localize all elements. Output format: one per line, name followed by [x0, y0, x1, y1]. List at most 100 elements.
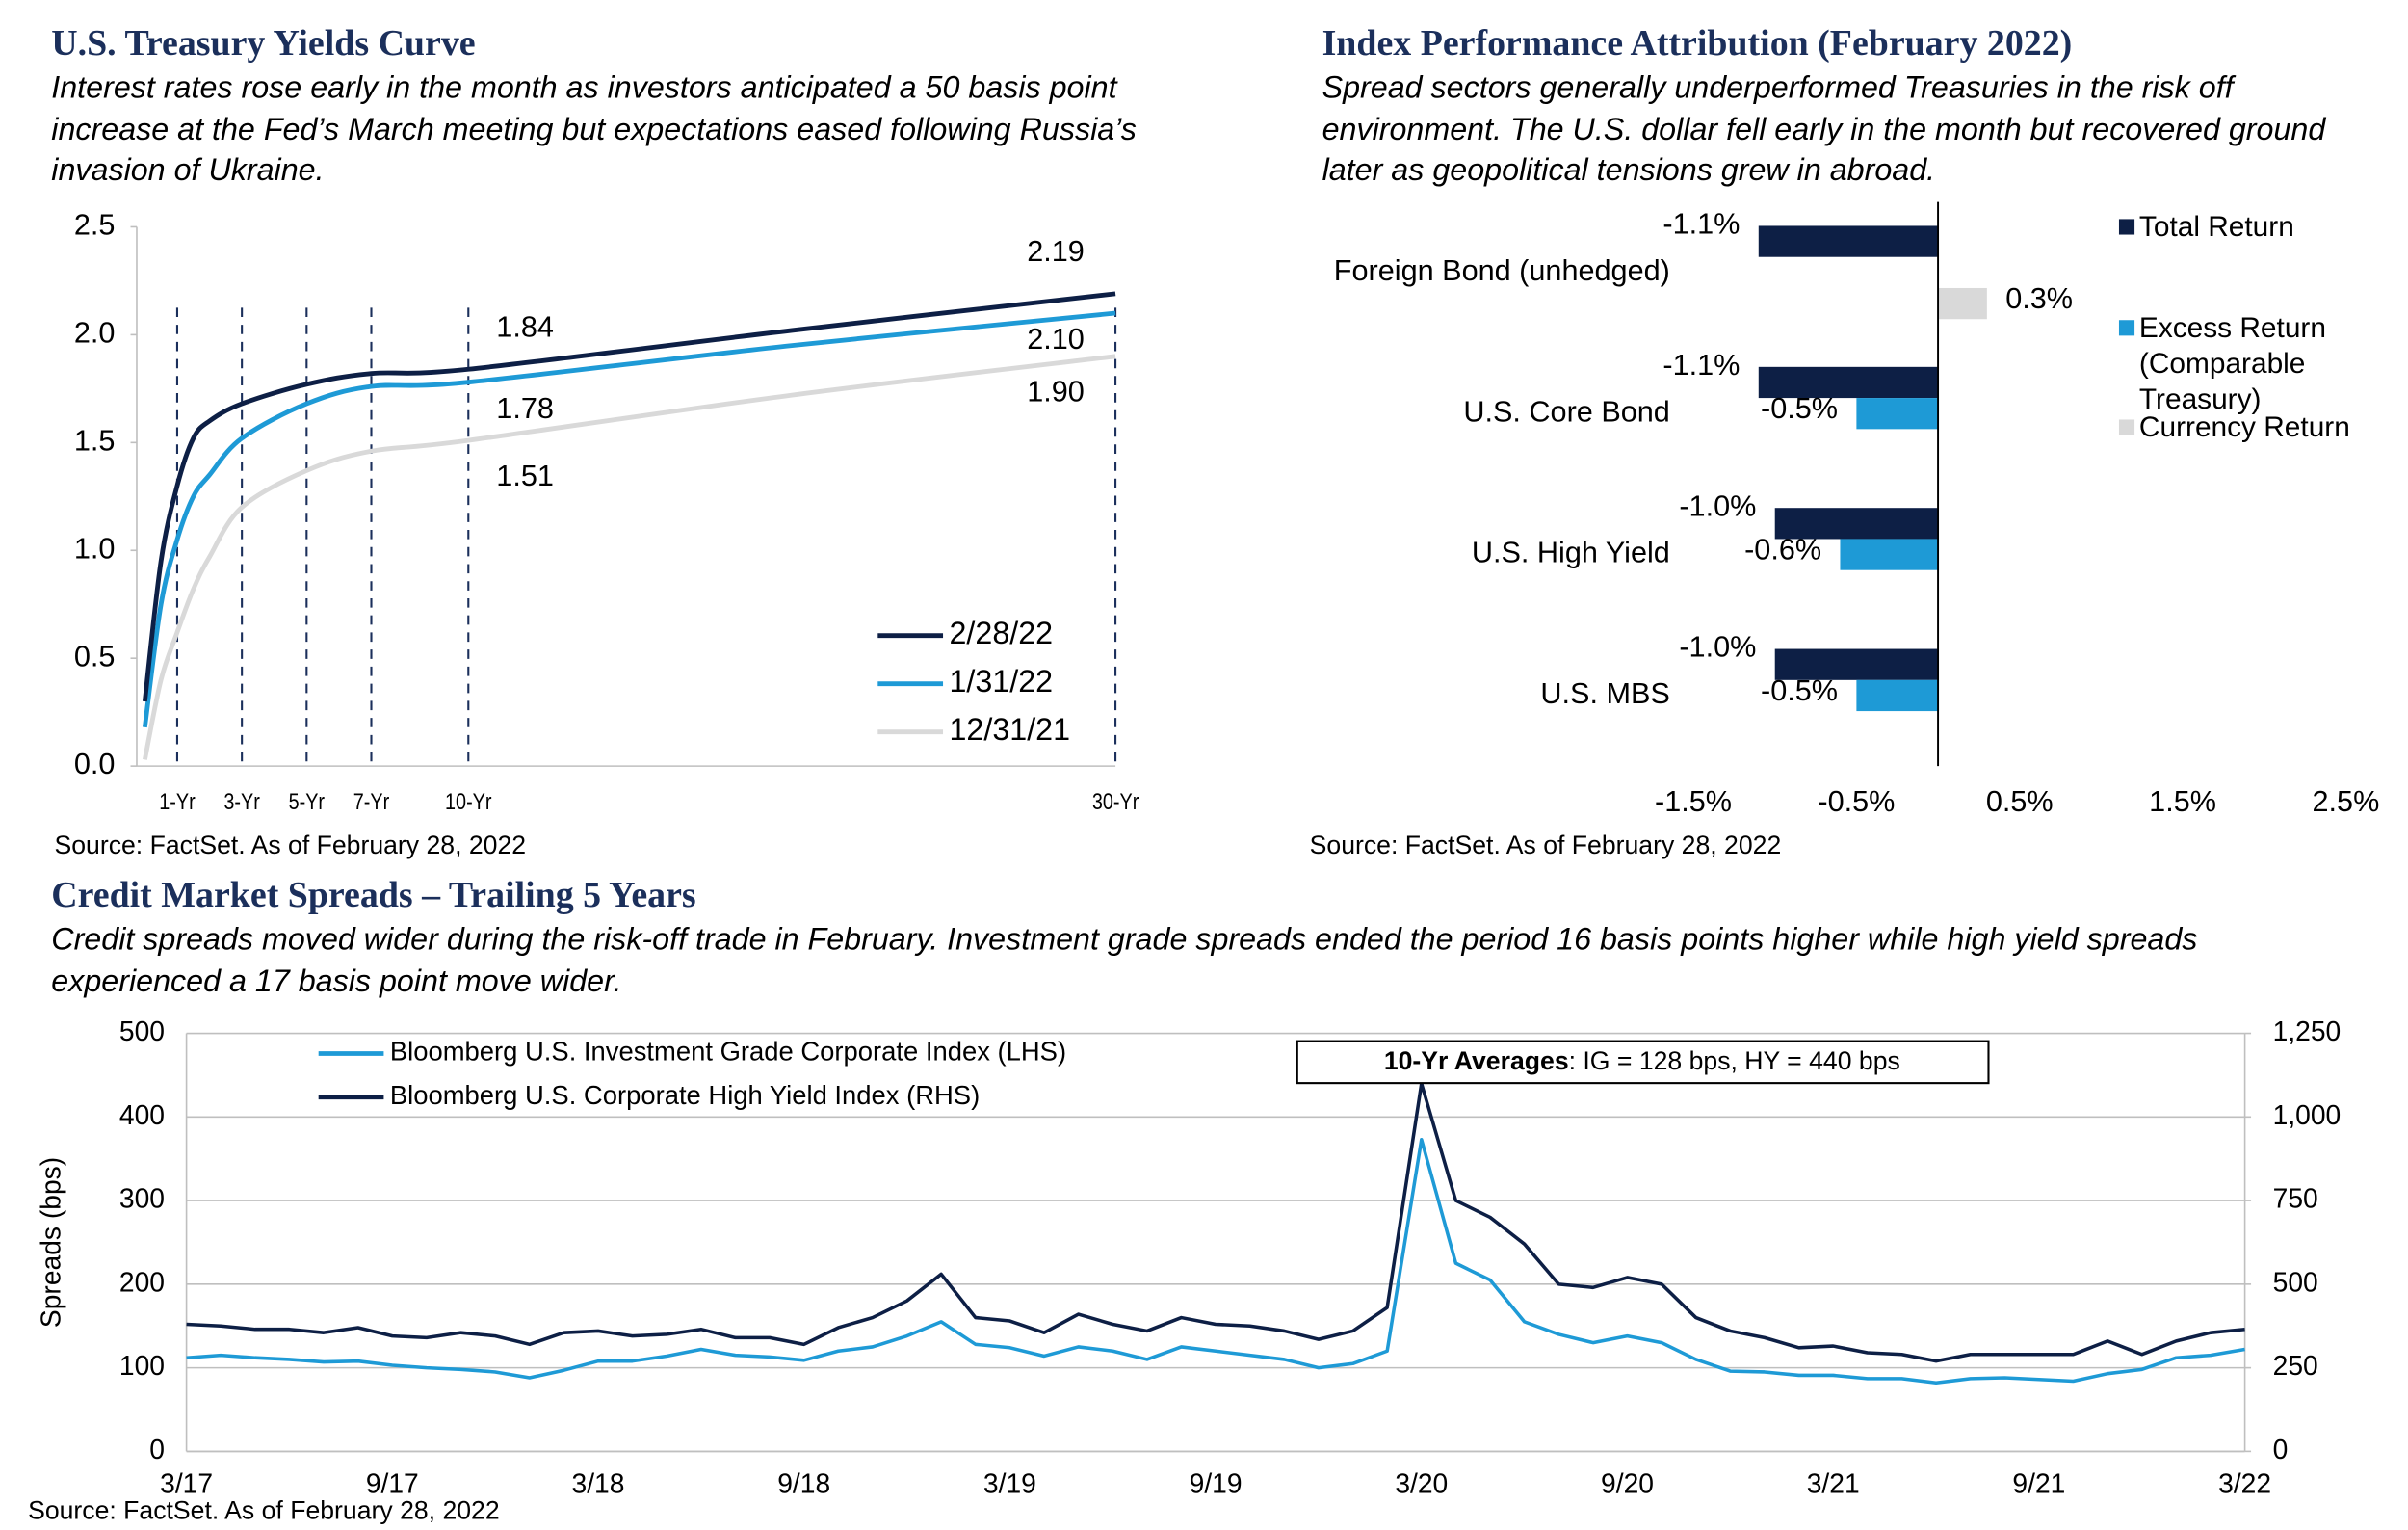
legend-swatch	[2118, 219, 2135, 235]
bar	[1774, 648, 1939, 680]
source: Source: FactSet. As of February 28, 2022	[28, 1495, 500, 1524]
y-tick-label: 500	[119, 1016, 165, 1046]
subtitle-box: Interest rates rose early in the month a…	[51, 71, 1137, 189]
y-tick-label: 0.0	[74, 748, 116, 780]
data-label: 2.19	[1027, 235, 1085, 268]
y-tick-label: 100	[119, 1350, 165, 1381]
source: Source: FactSet. As of February 28, 2022	[1310, 831, 1782, 859]
chart-title: Credit Market Spreads – Trailing 5 Years	[51, 875, 695, 915]
x-tick-label: 3/21	[1807, 1467, 1860, 1498]
legend-label-box: Currency Return	[2138, 409, 2350, 443]
data-label: -0.6%	[1744, 533, 1821, 566]
x-tick-label: 1-Yr	[159, 788, 195, 814]
x-tick-label: -0.5%	[1818, 785, 1895, 818]
source: Source: FactSet. As of February 28, 2022	[55, 831, 527, 859]
data-label: 0.3%	[2005, 282, 2073, 315]
y-tick-label: 200	[119, 1266, 165, 1297]
x-tick-label: 3/20	[1395, 1467, 1448, 1498]
annotation-bold: 10-Yr Averages	[1384, 1046, 1569, 1075]
x-tick-label: 9/19	[1190, 1467, 1243, 1498]
annotation-text: : IG = 128 bps, HY = 440 bps	[1569, 1046, 1900, 1075]
y-axis-label: Spreads (bps)	[35, 1157, 65, 1328]
category-label: U.S. Core Bond	[1463, 395, 1669, 428]
bar	[1938, 287, 1987, 320]
category-label: U.S. High Yield	[1472, 537, 1670, 569]
x-tick-label: 2.5%	[2313, 785, 2380, 818]
y2-tick-label: 0	[2273, 1434, 2289, 1464]
data-label: -1.0%	[1679, 489, 1756, 522]
y2-tick-label: 1,250	[2273, 1016, 2342, 1046]
legend-label: 12/31/21	[949, 712, 1070, 747]
y-tick-label: 1.5	[74, 424, 116, 457]
series-line	[142, 310, 1116, 728]
x-tick-label: 9/21	[2012, 1467, 2065, 1498]
data-label: -0.5%	[1761, 392, 1838, 425]
x-tick-label: 9/18	[777, 1467, 830, 1498]
bar	[1758, 225, 1939, 257]
x-tick-label: 3/17	[160, 1467, 213, 1498]
legend-label: Bloomberg U.S. Corporate High Yield Inde…	[390, 1080, 980, 1110]
y2-tick-label: 750	[2273, 1183, 2318, 1214]
x-tick-label: 1.5%	[2149, 785, 2216, 818]
bar	[1774, 508, 1939, 540]
y2-tick-label: 250	[2273, 1350, 2318, 1381]
bar	[1856, 679, 1939, 712]
y-tick-label: 0	[149, 1434, 165, 1464]
subtitle-box: Spread sectors generally underperformed …	[1322, 71, 2326, 189]
legend-label: Excess Return (Comparable Treasury)	[2138, 310, 2326, 415]
data-label: -1.1%	[1662, 208, 1740, 241]
category-label: Foreign Bond (unhedged)	[1334, 254, 1670, 287]
data-label: 1.78	[496, 392, 554, 425]
legend-label: Total Return	[2138, 209, 2294, 243]
chart-title: U.S. Treasury Yields Curve	[51, 23, 475, 64]
annotation-box	[1296, 1040, 1990, 1085]
y-tick-label: 0.5	[74, 640, 116, 673]
series-line	[143, 354, 1116, 760]
data-label: -1.0%	[1679, 631, 1756, 664]
series-line	[142, 291, 1116, 702]
legend-label: Bloomberg U.S. Investment Grade Corporat…	[390, 1037, 1066, 1067]
y-tick-label: 2.5	[74, 209, 116, 242]
x-tick-label: 3/18	[572, 1467, 625, 1498]
y-tick-label: 2.0	[74, 316, 116, 349]
x-tick-label: 9/17	[366, 1467, 419, 1498]
subtitle-box: Credit spreads moved wider during the ri…	[51, 923, 2198, 999]
series-line	[186, 1081, 2245, 1363]
legend-label: 1/31/22	[949, 664, 1053, 699]
x-tick-label: 3/22	[2218, 1467, 2271, 1498]
bar	[1758, 366, 1939, 399]
bar	[1856, 398, 1939, 430]
y-tick-label: 1.0	[74, 532, 116, 565]
data-label: -1.1%	[1662, 349, 1740, 382]
y-tick-label: 300	[119, 1183, 165, 1214]
x-tick-label: -1.5%	[1655, 785, 1732, 818]
y-tick-label: 400	[119, 1099, 165, 1130]
legend-label: Currency Return	[2138, 409, 2350, 443]
legend-label: 2/28/22	[949, 616, 1053, 650]
x-tick-label: 0.5%	[1986, 785, 2054, 818]
data-label: 1.90	[1027, 376, 1085, 409]
legend-swatch	[2118, 419, 2135, 435]
annotation: 10-Yr Averages: IG = 128 bps, HY = 440 b…	[1384, 1046, 1900, 1075]
legend-label-box: Total Return	[2138, 209, 2294, 243]
x-tick-label: 10-Yr	[445, 788, 491, 814]
x-tick-label: 5-Yr	[289, 788, 325, 814]
x-tick-label: 7-Yr	[353, 788, 389, 814]
chart-title: Index Performance Attribution (February …	[1322, 23, 2073, 64]
data-label: -0.5%	[1761, 674, 1838, 707]
data-label: 1.51	[496, 460, 554, 492]
data-label: 2.10	[1027, 323, 1085, 356]
chart-subtitle: Spread sectors generally underperformed …	[1322, 71, 2326, 189]
x-tick-label: 3-Yr	[223, 788, 259, 814]
x-tick-label: 3/19	[983, 1467, 1036, 1498]
y2-tick-label: 500	[2273, 1266, 2318, 1297]
y2-tick-label: 1,000	[2273, 1099, 2342, 1130]
x-tick-label: 30-Yr	[1092, 788, 1139, 814]
category-label: U.S. MBS	[1540, 677, 1669, 710]
legend-label-box: Excess Return (Comparable Treasury)	[2138, 310, 2326, 415]
legend-swatch	[2118, 320, 2135, 336]
chart-subtitle: Credit spreads moved wider during the ri…	[51, 923, 2198, 999]
chart-subtitle: Interest rates rose early in the month a…	[51, 71, 1137, 189]
